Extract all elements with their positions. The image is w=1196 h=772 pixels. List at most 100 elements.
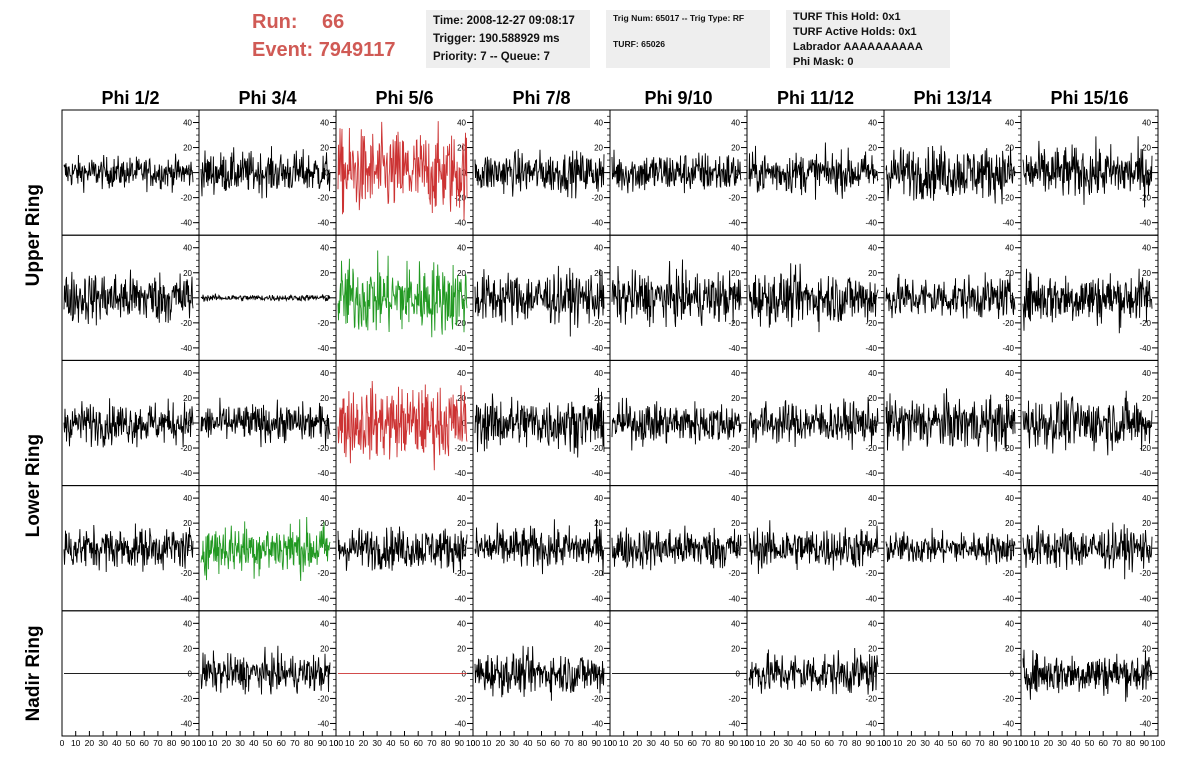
waveform-trace (1022, 268, 1153, 334)
y-tick-label: -40 (591, 719, 603, 728)
y-tick-label: -40 (1002, 719, 1014, 728)
waveform-trace (885, 527, 1016, 566)
y-tick-label: 20 (1142, 519, 1151, 528)
y-tick-label: 40 (868, 619, 877, 628)
waveform-trace (748, 647, 879, 695)
y-tick-label: 40 (868, 119, 877, 128)
y-tick-label: -20 (180, 694, 192, 703)
x-tick-label: 90 (729, 738, 739, 748)
y-tick-label: -20 (591, 194, 603, 203)
y-tick-label: -20 (1002, 444, 1014, 453)
y-tick-label: -40 (1002, 219, 1014, 228)
event-label: Event: (252, 39, 314, 61)
y-tick-label: 20 (868, 144, 877, 153)
waveform-trace (1022, 649, 1153, 702)
y-tick-label: 20 (868, 644, 877, 653)
x-tick-label: 30 (98, 738, 108, 748)
waveform-trace (1022, 522, 1153, 580)
x-tick-label: 0 (471, 738, 476, 748)
x-tick-label: 50 (126, 738, 136, 748)
y-tick-label: 20 (320, 519, 329, 528)
waveform-trace (474, 387, 605, 458)
x-tick-label: 40 (1071, 738, 1081, 748)
x-tick-label: 10 (756, 738, 766, 748)
y-tick-label: 40 (457, 369, 466, 378)
x-tick-label: 10 (71, 738, 81, 748)
y-tick-label: -40 (728, 219, 740, 228)
waveform-trace (63, 523, 194, 573)
waveform-trace (611, 259, 742, 328)
y-tick-label: 20 (183, 519, 192, 528)
y-tick-label: 0 (1010, 669, 1015, 678)
y-tick-label: 40 (731, 494, 740, 503)
y-tick-label: -20 (1139, 319, 1151, 328)
x-tick-label: 30 (1057, 738, 1067, 748)
y-tick-label: 40 (731, 244, 740, 253)
y-tick-label: 20 (457, 144, 466, 153)
waveform-trace (337, 250, 468, 338)
x-tick-label: 90 (1140, 738, 1150, 748)
x-tick-label: 90 (181, 738, 191, 748)
waveform-trace (748, 520, 879, 575)
x-tick-label: 50 (948, 738, 958, 748)
x-tick-label: 80 (167, 738, 177, 748)
x-tick-label: 10 (482, 738, 492, 748)
x-tick-label: 70 (838, 738, 848, 748)
y-tick-label: 40 (1142, 119, 1151, 128)
column-header: Phi 1/2 (101, 88, 159, 108)
waveform-trace (200, 146, 331, 199)
y-tick-label: 20 (1005, 644, 1014, 653)
y-tick-label: -20 (1139, 694, 1151, 703)
y-tick-label: 20 (320, 144, 329, 153)
x-tick-label: 50 (811, 738, 821, 748)
x-tick-label: 100 (1151, 738, 1165, 748)
x-tick-label: 40 (934, 738, 944, 748)
y-tick-label: -20 (454, 694, 466, 703)
y-tick-label: 40 (183, 494, 192, 503)
x-tick-label: 20 (770, 738, 780, 748)
waveform-trace (1022, 390, 1153, 456)
x-tick-label: 20 (907, 738, 917, 748)
y-tick-label: 20 (731, 144, 740, 153)
y-tick-label: -20 (317, 694, 329, 703)
waveform-trace (1022, 136, 1153, 208)
y-tick-label: 40 (320, 119, 329, 128)
column-header: Phi 9/10 (644, 88, 712, 108)
y-tick-label: -40 (728, 594, 740, 603)
turf-this-hold-text: TURF This Hold: 0x1 (793, 11, 901, 23)
x-tick-label: 20 (1044, 738, 1054, 748)
y-tick-label: -40 (728, 469, 740, 478)
y-tick-label: 40 (731, 369, 740, 378)
y-tick-label: 20 (731, 644, 740, 653)
trigger-text: Trigger: 190.588929 ms (433, 33, 560, 45)
x-tick-label: 60 (550, 738, 560, 748)
y-tick-label: -40 (1139, 594, 1151, 603)
waveform-trace (474, 519, 605, 577)
y-tick-label: -20 (1139, 444, 1151, 453)
y-tick-label: -20 (1002, 194, 1014, 203)
y-tick-label: 20 (594, 644, 603, 653)
priority-text: Priority: 7 -- Queue: 7 (433, 51, 550, 63)
column-header: Phi 15/16 (1050, 88, 1128, 108)
y-tick-label: -40 (317, 219, 329, 228)
y-tick-label: 0 (462, 669, 467, 678)
y-tick-label: 40 (1005, 494, 1014, 503)
x-tick-label: 10 (345, 738, 355, 748)
y-tick-label: 40 (183, 619, 192, 628)
labrador-text: Labrador AAAAAAAAAA (793, 41, 923, 53)
x-tick-label: 0 (745, 738, 750, 748)
waveform-trace (337, 121, 468, 221)
y-tick-label: 40 (731, 619, 740, 628)
y-tick-label: -20 (728, 444, 740, 453)
y-tick-label: -40 (454, 344, 466, 353)
y-tick-label: -20 (317, 194, 329, 203)
y-tick-label: 40 (183, 119, 192, 128)
y-tick-label: -40 (317, 469, 329, 478)
x-tick-label: 50 (263, 738, 273, 748)
x-tick-label: 0 (1019, 738, 1024, 748)
x-tick-label: 90 (455, 738, 465, 748)
y-tick-label: 20 (1005, 144, 1014, 153)
y-tick-label: 20 (183, 394, 192, 403)
y-tick-label: 40 (457, 244, 466, 253)
x-tick-label: 30 (646, 738, 656, 748)
